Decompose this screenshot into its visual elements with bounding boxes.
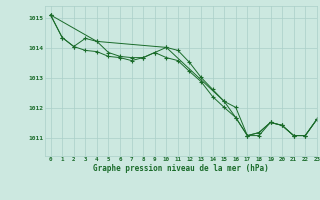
X-axis label: Graphe pression niveau de la mer (hPa): Graphe pression niveau de la mer (hPa) — [93, 164, 269, 173]
